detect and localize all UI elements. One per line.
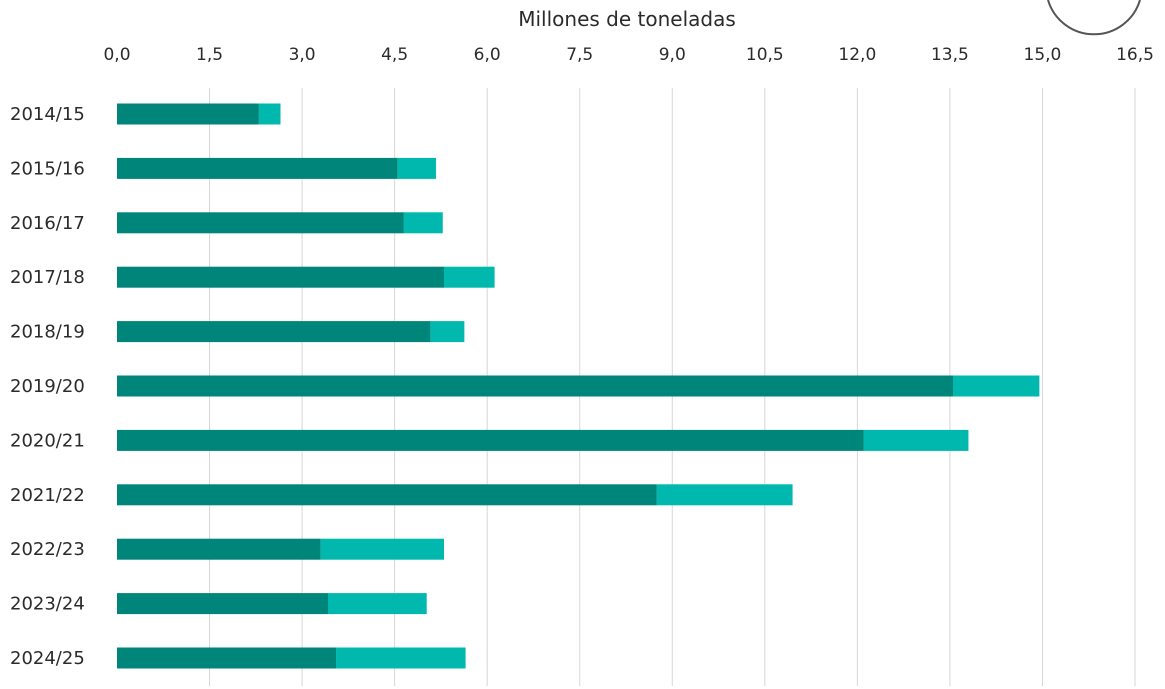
category-label: 2020/21 [10,430,85,451]
x-tick-label: 16,5 [1116,45,1154,65]
x-tick-label: 13,5 [931,45,969,65]
bar-segment-series-2 [403,212,443,234]
x-tick-label: 3,0 [289,45,316,65]
bar-segment-series-2 [443,266,495,288]
bar-segment-series-1 [117,103,259,125]
category-label: 2021/22 [10,485,85,506]
category-label: 2024/25 [10,648,85,669]
category-label: 2022/23 [10,539,85,560]
bar-segment-series-2 [336,647,466,669]
bar-segment-series-2 [258,103,281,125]
bar-segment-series-1 [117,266,444,288]
bar-segment-series-2 [952,375,1040,397]
bar-segment-series-2 [328,593,427,615]
bars [117,103,1040,669]
x-axis-title: Millones de toneladas [518,7,736,31]
category-label: 2017/18 [10,267,85,288]
bar-segment-series-2 [397,157,436,179]
category-label: 2018/19 [10,322,85,343]
x-tick-label: 7,5 [566,45,593,65]
x-tick-label: 4,5 [381,45,408,65]
bar-segment-series-1 [117,157,398,179]
bar-segment-series-1 [117,321,431,343]
x-tick-label: 1,5 [196,45,223,65]
bar-segment-series-1 [117,484,657,506]
category-label: 2023/24 [10,594,85,615]
x-tick-label: 15,0 [1024,45,1062,65]
category-label: 2019/20 [10,376,85,397]
bar-segment-series-2 [430,321,465,343]
x-tick-label: 12,0 [838,45,876,65]
x-tick-labels: 0,0 1,5 3,0 4,5 6,0 7,5 9,0 10,5 12,0 13,5 15,0 16,… [103,45,1153,65]
category-labels: 2014/15 2015/16 2016/17 2017/18 2018/19 2019/… [10,104,85,669]
x-tick-label: 9,0 [659,45,686,65]
bar-segment-series-1 [117,647,337,669]
x-tick-label: 10,5 [746,45,784,65]
bar-segment-series-2 [863,429,969,451]
bar-segment-series-1 [117,212,404,234]
bar-segment-series-1 [117,593,329,615]
bar-segment-series-1 [117,429,864,451]
category-label: 2016/17 [10,213,85,234]
category-label: 2014/15 [10,104,85,125]
bar-segment-series-2 [320,538,444,560]
bar-segment-series-2 [656,484,793,506]
x-tick-label: 0,0 [103,45,130,65]
logo-mark [1047,0,1141,36]
bar-segment-series-1 [117,538,321,560]
category-label: 2015/16 [10,158,85,179]
bar-segment-series-1 [117,375,953,397]
x-tick-label: 6,0 [474,45,501,65]
logo-arc [1047,0,1141,36]
